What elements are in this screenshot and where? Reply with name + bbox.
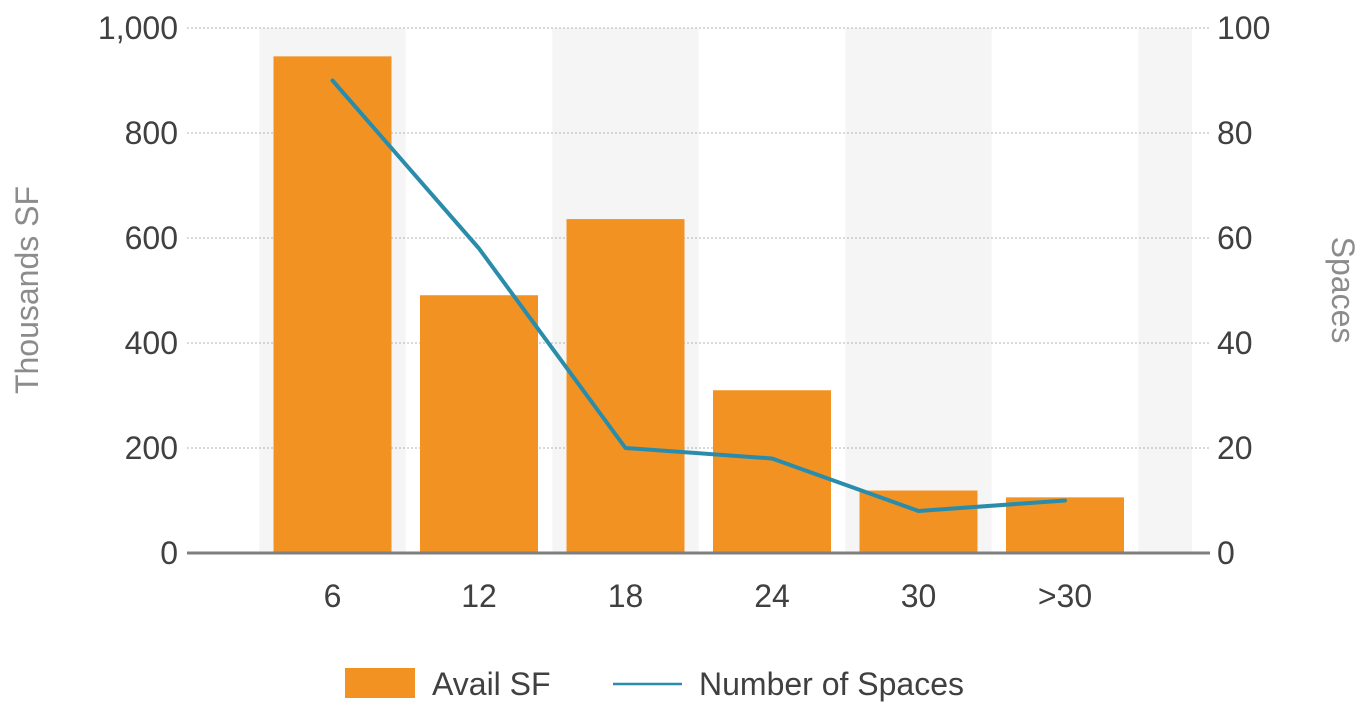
x-tick-label: 6 — [324, 578, 342, 614]
bar-18 — [566, 219, 685, 553]
x-tick-label: 12 — [461, 578, 497, 614]
line-series-number-of-spaces — [330, 78, 1067, 513]
bar-series-avail-sf — [273, 56, 1124, 553]
left-tick-label: 200 — [125, 430, 178, 466]
line-number-of-spaces — [330, 78, 1067, 513]
legend-label-number-of-spaces: Number of Spaces — [699, 666, 964, 702]
x-axis-ticks: 6 12 18 24 30 >30 — [324, 578, 1093, 614]
x-tick-label: 24 — [754, 578, 790, 614]
left-tick-label: 800 — [125, 115, 178, 151]
left-axis-ticks: 0 200 400 600 800 1,000 — [98, 10, 178, 571]
left-tick-label: 1,000 — [98, 10, 178, 46]
left-tick-label: 0 — [160, 535, 178, 571]
left-axis-title: Thousands SF — [9, 186, 45, 394]
right-tick-label: 80 — [1217, 115, 1253, 151]
bar-12 — [420, 295, 538, 553]
right-axis-ticks: 0 20 40 60 80 100 — [1217, 10, 1270, 571]
bar-gt30 — [1006, 497, 1124, 553]
right-tick-label: 100 — [1217, 10, 1270, 46]
background-band — [845, 28, 992, 553]
legend-label-avail-sf: Avail SF — [432, 666, 551, 702]
right-axis-title: Spaces — [1325, 237, 1361, 344]
x-tick-label: 18 — [608, 578, 644, 614]
x-tick-label: >30 — [1038, 578, 1092, 614]
right-tick-label: 60 — [1217, 220, 1253, 256]
right-tick-label: 0 — [1217, 535, 1235, 571]
left-tick-label: 600 — [125, 220, 178, 256]
right-tick-label: 40 — [1217, 325, 1253, 361]
legend-swatch-avail-sf — [345, 668, 415, 698]
bar-30 — [859, 490, 978, 553]
background-band — [1138, 28, 1192, 553]
bar-6 — [273, 56, 392, 553]
legend: Avail SF Number of Spaces — [345, 666, 964, 702]
gridlines — [187, 27, 1210, 449]
left-tick-label: 400 — [125, 325, 178, 361]
right-tick-label: 20 — [1217, 430, 1253, 466]
x-tick-label: 30 — [901, 578, 937, 614]
